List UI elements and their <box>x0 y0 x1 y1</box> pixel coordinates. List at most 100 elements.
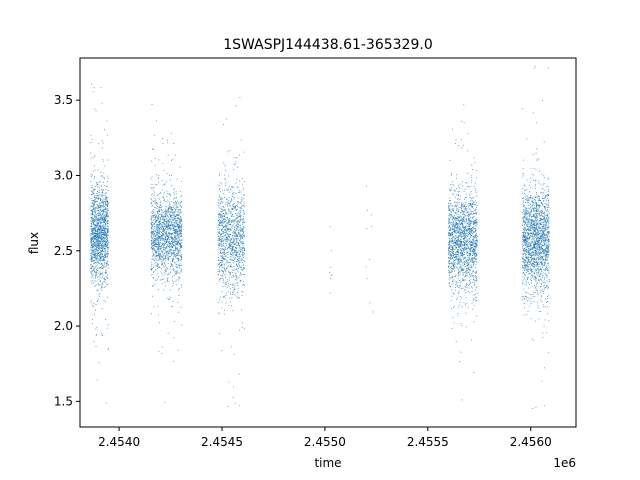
data-point <box>104 263 105 265</box>
data-point <box>107 235 108 236</box>
data-point <box>152 187 154 189</box>
data-point <box>92 265 94 267</box>
data-point <box>234 243 235 245</box>
data-point <box>174 225 176 227</box>
data-point <box>99 240 100 242</box>
data-point <box>101 248 103 250</box>
data-point <box>96 217 98 219</box>
data-point <box>99 236 100 238</box>
data-point <box>94 220 96 222</box>
data-point <box>331 250 332 252</box>
data-point <box>95 273 97 275</box>
data-point <box>476 213 477 214</box>
data-point <box>151 228 153 230</box>
data-point <box>158 255 160 257</box>
data-point <box>468 203 470 204</box>
data-point <box>92 218 94 220</box>
data-point <box>174 321 176 322</box>
data-point <box>176 222 178 224</box>
data-point <box>218 263 220 264</box>
data-point <box>161 216 163 218</box>
data-point <box>106 262 108 264</box>
data-point <box>168 252 169 254</box>
data-point <box>239 257 240 259</box>
data-point <box>238 221 240 223</box>
data-point <box>218 194 220 196</box>
data-point <box>232 209 234 210</box>
data-point <box>155 243 157 245</box>
data-point <box>220 270 222 272</box>
data-point <box>96 262 98 264</box>
data-point <box>219 252 221 253</box>
data-point <box>450 214 452 215</box>
data-point <box>457 237 459 238</box>
data-point <box>449 229 451 231</box>
data-point <box>102 233 104 235</box>
data-point <box>95 245 97 247</box>
data-point <box>243 243 245 244</box>
data-point <box>159 244 161 246</box>
data-point <box>104 208 106 210</box>
data-point <box>449 233 451 235</box>
data-point <box>155 243 157 245</box>
data-point <box>165 243 166 245</box>
data-point <box>94 238 95 240</box>
scatter-points <box>90 66 550 409</box>
data-point <box>223 193 224 195</box>
data-point <box>224 229 226 231</box>
data-point <box>175 248 177 250</box>
data-point <box>101 332 102 334</box>
data-point <box>151 198 152 200</box>
data-point <box>174 215 176 217</box>
data-point <box>219 213 221 214</box>
data-point <box>177 209 179 211</box>
data-point <box>160 216 162 218</box>
data-point <box>97 228 99 230</box>
data-point <box>167 255 169 256</box>
data-point <box>175 241 177 242</box>
data-point <box>472 197 474 199</box>
data-point <box>473 284 475 285</box>
data-point <box>91 157 93 159</box>
data-point <box>163 223 165 225</box>
data-point <box>458 293 460 295</box>
data-point <box>93 246 95 248</box>
data-point <box>448 233 449 235</box>
data-point <box>176 207 178 208</box>
data-point <box>234 218 236 220</box>
data-point <box>100 199 101 201</box>
data-point <box>223 218 225 220</box>
data-point <box>233 236 235 238</box>
data-point <box>475 229 477 231</box>
data-point <box>242 248 243 249</box>
data-point <box>160 226 162 228</box>
data-point <box>459 296 461 297</box>
data-point <box>105 319 106 320</box>
data-point <box>153 242 155 244</box>
data-point <box>176 279 178 281</box>
data-point <box>230 259 232 261</box>
data-point <box>240 211 241 213</box>
data-point <box>101 234 103 236</box>
data-point <box>162 244 163 245</box>
data-point <box>90 237 92 239</box>
data-point <box>180 265 182 266</box>
data-point <box>220 234 222 235</box>
data-point <box>179 243 181 245</box>
data-point <box>457 191 459 192</box>
data-point <box>460 280 462 282</box>
data-point <box>239 227 241 228</box>
data-point <box>101 225 103 227</box>
data-point <box>458 238 459 240</box>
data-point <box>237 265 239 267</box>
data-point <box>99 293 101 294</box>
data-point <box>173 215 175 216</box>
data-point <box>161 264 163 266</box>
data-point <box>224 259 225 260</box>
data-point <box>159 258 161 260</box>
data-point <box>172 246 174 248</box>
data-point <box>90 217 92 219</box>
data-point <box>233 242 234 244</box>
data-point <box>152 238 154 240</box>
data-point <box>242 234 243 236</box>
